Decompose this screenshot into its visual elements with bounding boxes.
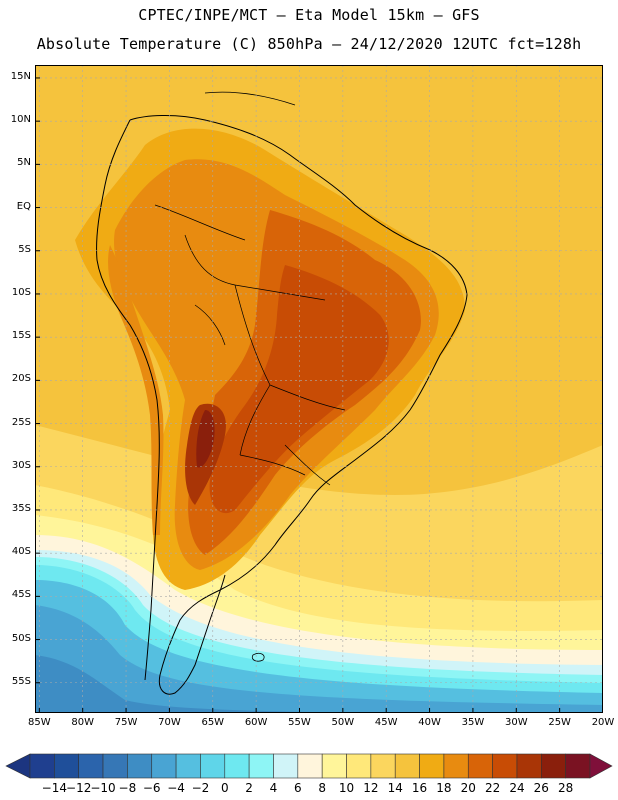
colorbar-cell — [321, 753, 347, 779]
graticule — [35, 65, 603, 713]
colorbar-label: 16 — [411, 781, 428, 795]
colorbar-cell — [54, 753, 79, 779]
colorbar-over-arrow — [589, 753, 613, 779]
latitude-label: 40S — [11, 546, 31, 558]
colorbar-cell — [467, 753, 493, 779]
latitude-label: 45S — [11, 589, 31, 601]
continent-outline — [96, 114, 468, 695]
colorbar-cell — [273, 753, 299, 779]
colorbar-label: −6 — [142, 781, 161, 795]
longitude-label: 50W — [331, 717, 355, 728]
colorbar-label: 28 — [558, 781, 574, 795]
colorbar-cell — [492, 753, 518, 779]
longitude-label: 40W — [418, 717, 441, 728]
latitude-label: 5N — [17, 157, 31, 169]
colorbar-label: 20 — [460, 781, 476, 795]
latitude-label: 20S — [11, 373, 31, 385]
colorbar-cell — [78, 753, 104, 779]
longitude-label: 25W — [548, 717, 571, 728]
latitude-label: EQ — [16, 200, 31, 212]
colorbar-cell — [419, 753, 445, 779]
colorbar-label: 0 — [220, 781, 229, 795]
colorbar-cell — [200, 753, 226, 779]
colorbar-label: −8 — [118, 781, 137, 795]
colorbar-label: 10 — [338, 781, 355, 795]
colorbar-cell — [127, 753, 153, 779]
colorbar-label: 4 — [269, 781, 278, 795]
latitude-label: 25S — [11, 416, 31, 428]
colorbar-cell — [541, 753, 566, 779]
colorbar-cell — [516, 753, 542, 779]
latitude-label: 10S — [11, 286, 31, 298]
colorbar-label: 8 — [318, 781, 326, 795]
land-warm-26 — [196, 410, 215, 468]
longitude-label: 35W — [461, 717, 485, 728]
colorbar-label: 14 — [387, 781, 403, 795]
longitude-label: 45W — [374, 717, 398, 728]
longitude-label: 75W — [114, 717, 138, 728]
map-title-line1: CPTEC/INPE/MCT – Eta Model 15km – GFS — [138, 6, 480, 24]
colorbar-label: 6 — [293, 781, 302, 795]
temp-band-minus2 — [35, 605, 603, 713]
latitude-label: 5S — [18, 243, 31, 255]
latitude-label: 10N — [10, 114, 31, 126]
colorbar-cell — [151, 753, 177, 779]
longitude-label: 20W — [591, 717, 615, 728]
colorbar-cell — [29, 753, 55, 779]
colorbar-label: −12 — [66, 781, 92, 795]
colorbar-cell — [248, 753, 274, 779]
latitude-label: 50S — [11, 632, 31, 644]
colorbar-label: −4 — [167, 781, 185, 795]
longitude-label: 60W — [244, 717, 268, 728]
colorbar-cell — [394, 753, 420, 779]
colorbar-label: 24 — [509, 781, 525, 795]
colorbar-cell — [175, 753, 201, 779]
colorbar-cell — [224, 753, 250, 779]
longitude-label: 70W — [158, 717, 181, 728]
colorbar-cell — [370, 753, 396, 779]
colorbar-label: 26 — [533, 781, 549, 795]
map-frame — [35, 65, 603, 713]
temp-band-minus4 — [35, 655, 603, 713]
land-warm-22 — [209, 265, 389, 514]
longitude-label: 65W — [201, 717, 225, 728]
longitude-label: 30W — [504, 717, 528, 728]
colorbar-label: 2 — [245, 781, 253, 795]
colorbar-cell — [346, 753, 372, 779]
map-title-line2: Absolute Temperature (C) 850hPa – 24/12/… — [36, 35, 582, 53]
longitude-label: 80W — [71, 717, 94, 728]
latitude-label: 15S — [11, 330, 31, 342]
cuba-outline — [204, 91, 296, 106]
longitude-label: 55W — [288, 717, 311, 728]
colorbar-label: 22 — [484, 781, 501, 795]
latitude-label: 15N — [10, 70, 31, 82]
colorbar-cell — [565, 753, 591, 779]
colorbar-cell — [297, 753, 323, 779]
temperature-map — [35, 65, 603, 713]
latitude-label: 35S — [11, 502, 31, 514]
colorbar-under-arrow — [5, 753, 31, 779]
longitude-label: 85W — [28, 717, 51, 728]
colorbar-label: −2 — [191, 781, 210, 795]
latitude-label: 30S — [11, 459, 31, 471]
colorbar-cell — [443, 753, 469, 779]
falklands-outline — [251, 652, 265, 662]
temperature-colorbar — [5, 753, 613, 779]
colorbar-label: −14 — [41, 781, 67, 795]
colorbar-cell — [102, 753, 128, 779]
colorbar-label: 12 — [363, 781, 379, 795]
andes-cool-strip — [108, 245, 164, 535]
colorbar-label: 18 — [436, 781, 452, 795]
latitude-label: 55S — [11, 675, 31, 687]
colorbar-label: −10 — [90, 781, 116, 795]
country-borders — [154, 204, 346, 486]
